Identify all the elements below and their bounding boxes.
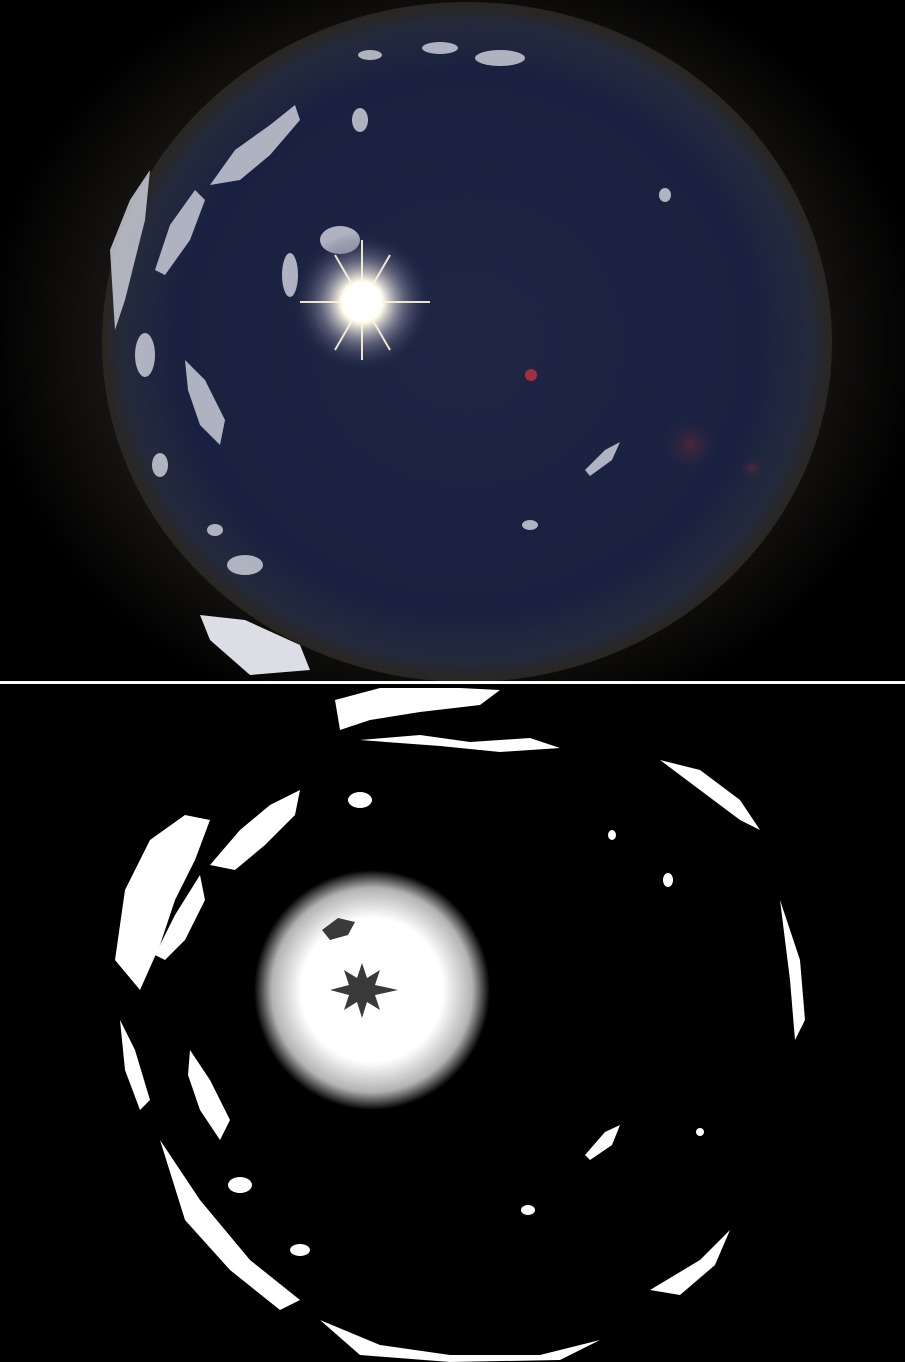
lens-flare [525,369,537,381]
sun-hole [322,918,355,940]
sky-disc [102,2,832,682]
sun-star [330,963,398,1018]
separator [0,681,905,684]
lens-flare [660,415,720,475]
sky-photo [0,0,905,740]
mask-clouds [115,688,805,1362]
sun [342,282,382,322]
cloud-mask [0,684,905,1362]
lens-flare [738,454,766,482]
clouds [110,42,671,575]
roof [200,615,310,675]
